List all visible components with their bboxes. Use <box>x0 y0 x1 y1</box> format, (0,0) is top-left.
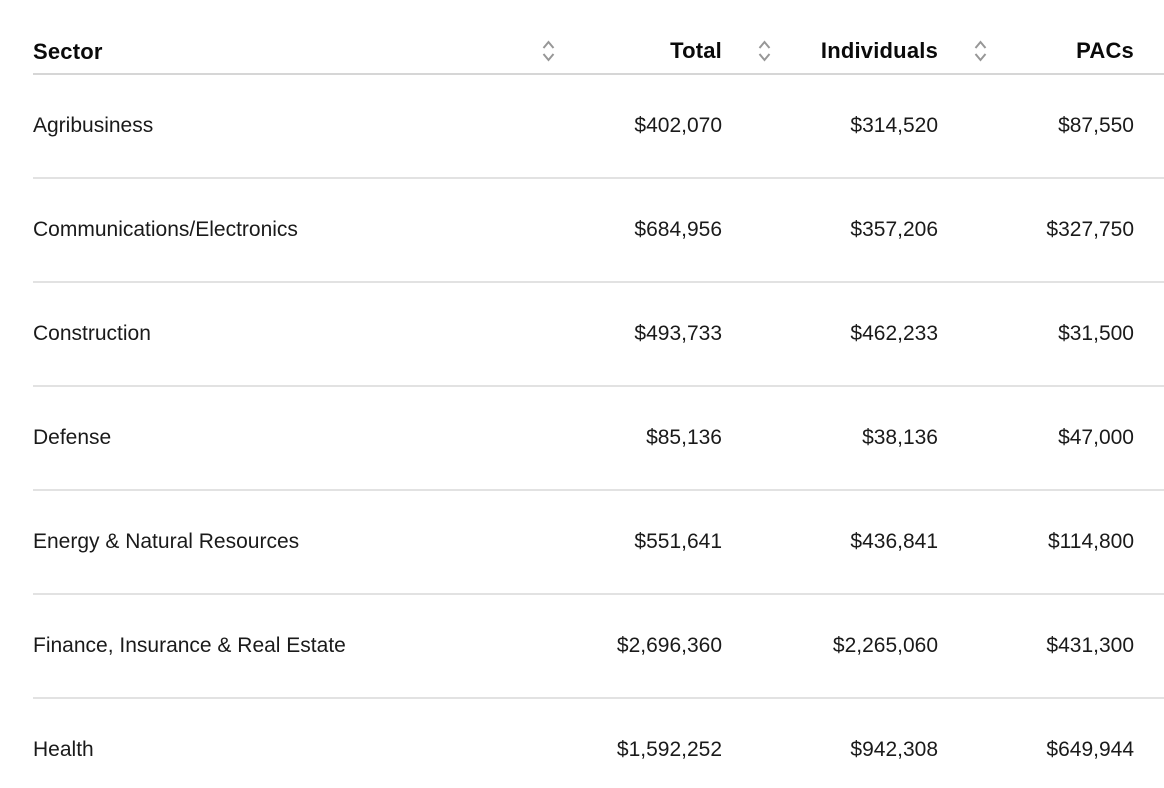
total-value: $493,733 <box>634 322 722 345</box>
sector-name: Agribusiness <box>33 114 154 137</box>
pacs-value: $327,750 <box>1046 218 1134 241</box>
column-header-pacs[interactable]: PACs <box>964 38 1164 73</box>
sector-name: Construction <box>33 322 151 345</box>
pacs-value: $431,300 <box>1046 634 1134 657</box>
individuals-value: $436,841 <box>850 530 938 553</box>
sort-icon[interactable] <box>540 38 557 64</box>
table-row: Communications/Electronics $684,956 $357… <box>33 179 1164 283</box>
individuals-value: $38,136 <box>862 426 938 449</box>
individuals-value: $2,265,060 <box>832 634 938 657</box>
individuals-value: $357,206 <box>850 218 938 241</box>
column-header-individuals[interactable]: Individuals <box>748 38 964 73</box>
total-value: $1,592,252 <box>616 738 722 761</box>
table-row: Energy & Natural Resources $551,641 $436… <box>33 491 1164 595</box>
individuals-value: $314,520 <box>850 114 938 137</box>
column-header-total[interactable]: Total <box>532 38 748 73</box>
table-row: Construction $493,733 $462,233 $31,500 <box>33 283 1164 387</box>
sector-name: Defense <box>33 426 112 449</box>
total-value: $402,070 <box>634 114 722 137</box>
sector-name: Communications/Electronics <box>33 218 298 241</box>
column-header-individuals-label: Individuals <box>820 38 938 63</box>
column-header-pacs-label: PACs <box>1076 38 1134 63</box>
pacs-value: $31,500 <box>1058 322 1134 345</box>
table-header-row: Sector Total Individuals <box>33 0 1164 75</box>
table-row: Defense $85,136 $38,136 $47,000 <box>33 387 1164 491</box>
sector-name: Finance, Insurance & Real Estate <box>33 634 346 657</box>
column-header-sector-label: Sector <box>33 39 103 64</box>
pacs-value: $47,000 <box>1058 426 1134 449</box>
table-row: Finance, Insurance & Real Estate $2,696,… <box>33 595 1164 699</box>
sector-contributions-table: Sector Total Individuals <box>33 0 1164 788</box>
pacs-value: $114,800 <box>1047 530 1134 553</box>
column-header-total-label: Total <box>670 38 722 63</box>
pacs-value: $87,550 <box>1058 114 1134 137</box>
column-header-sector[interactable]: Sector <box>33 40 532 73</box>
sort-icon[interactable] <box>972 38 989 64</box>
table-row: Agribusiness $402,070 $314,520 $87,550 <box>33 75 1164 179</box>
sort-icon[interactable] <box>756 38 773 64</box>
pacs-value: $649,944 <box>1046 738 1134 761</box>
sector-name: Energy & Natural Resources <box>33 530 300 553</box>
individuals-value: $462,233 <box>850 322 938 345</box>
total-value: $2,696,360 <box>616 634 722 657</box>
sector-name: Health <box>33 738 94 761</box>
total-value: $551,641 <box>634 530 722 553</box>
table-row: Health $1,592,252 $942,308 $649,944 <box>33 699 1164 788</box>
individuals-value: $942,308 <box>850 738 938 761</box>
total-value: $684,956 <box>634 218 722 241</box>
total-value: $85,136 <box>646 426 722 449</box>
